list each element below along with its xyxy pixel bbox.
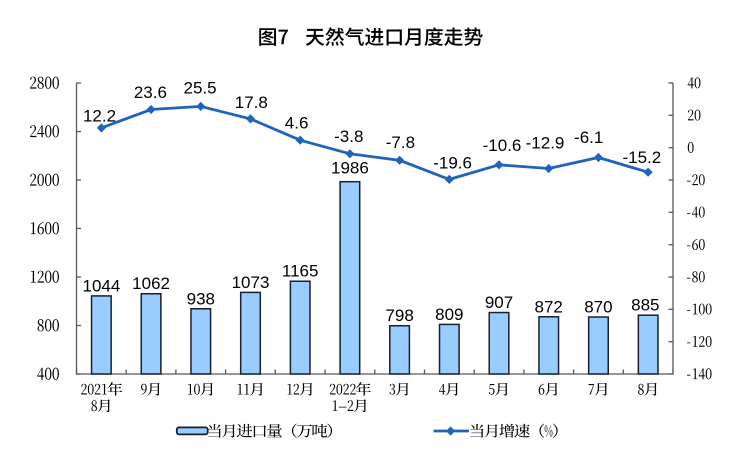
svg-text:938: 938 [187,289,215,308]
svg-text:1062: 1062 [132,274,170,293]
svg-text:25.5: 25.5 [184,79,217,98]
svg-text:809: 809 [435,305,463,324]
svg-text:-19.6: -19.6 [433,154,472,173]
svg-text:-10.6: -10.6 [483,136,522,155]
svg-text:907: 907 [485,293,513,312]
svg-text:17.8: 17.8 [235,93,268,112]
svg-text:1165: 1165 [282,262,319,281]
svg-text:885: 885 [631,296,659,315]
svg-text:1073: 1073 [232,273,270,292]
svg-text:-15.2: -15.2 [623,148,662,167]
svg-text:798: 798 [385,306,413,325]
svg-text:-6.1: -6.1 [574,128,603,147]
svg-text:-7.8: -7.8 [386,133,415,152]
svg-text:23.6: 23.6 [134,83,167,102]
svg-text:12.2: 12.2 [83,107,116,126]
svg-text:1986: 1986 [331,159,369,178]
svg-text:1044: 1044 [82,276,120,295]
svg-text:-3.8: -3.8 [334,127,363,146]
svg-text:872: 872 [535,297,563,316]
svg-text:870: 870 [584,298,612,317]
svg-text:4.6: 4.6 [285,114,309,133]
svg-text:-12.9: -12.9 [526,133,565,152]
